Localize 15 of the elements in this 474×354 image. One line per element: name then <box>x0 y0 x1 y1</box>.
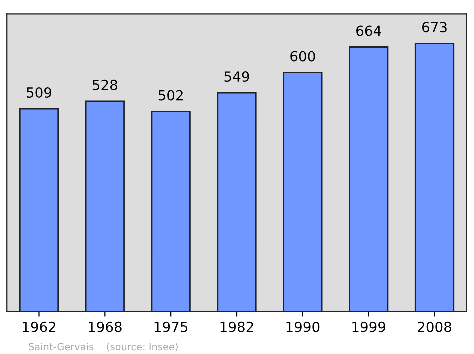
x-tick-label: 2008 <box>418 322 452 332</box>
text: Saint-Gervais (source: Insee) <box>29 343 178 352</box>
x-tick-label: 1990 <box>286 322 320 332</box>
data-label: 673 <box>422 22 447 33</box>
x-tick-label: 1982 <box>220 322 254 332</box>
data-label: 502 <box>158 90 183 101</box>
x-tick-label: 1962 <box>23 322 56 332</box>
x-tick-label: 1999 <box>352 322 386 332</box>
data-label: 600 <box>290 51 316 62</box>
data-label: 549 <box>224 72 250 82</box>
data-label: 509 <box>27 87 52 98</box>
x-tick-label: 1975 <box>154 322 188 332</box>
data-label: 528 <box>92 80 118 90</box>
x-tick-label: 1968 <box>89 322 122 332</box>
data-label: 664 <box>356 26 382 36</box>
